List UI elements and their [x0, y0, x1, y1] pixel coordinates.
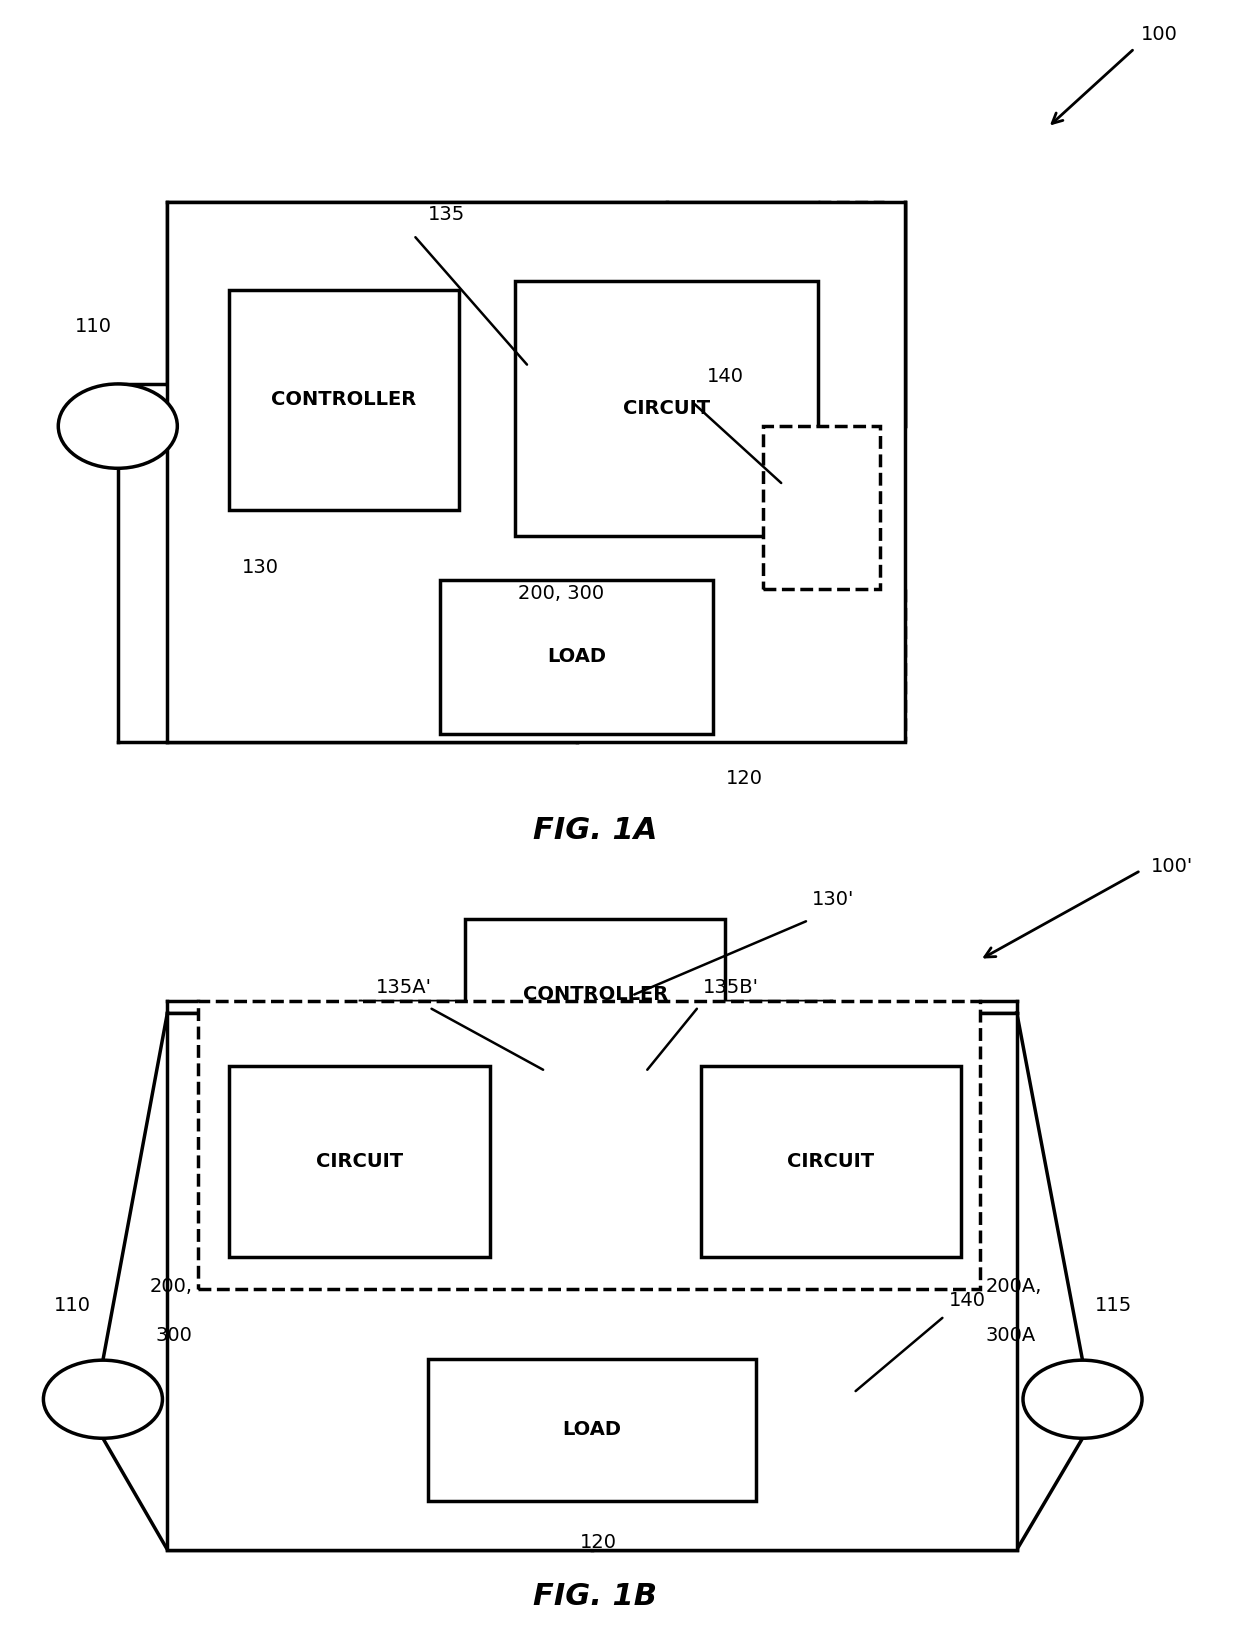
- Text: CONTROLLER: CONTROLLER: [522, 984, 668, 1004]
- Bar: [167, 202, 905, 742]
- Text: 130: 130: [242, 558, 279, 578]
- Text: LOAD: LOAD: [547, 648, 606, 665]
- Text: 110: 110: [53, 1297, 91, 1315]
- Bar: [167, 1012, 1017, 1549]
- Text: 140: 140: [949, 1290, 986, 1310]
- Text: FIG. 1B: FIG. 1B: [533, 1581, 657, 1611]
- Text: 200,: 200,: [149, 1277, 192, 1297]
- Text: FIG. 1A: FIG. 1A: [533, 815, 657, 844]
- Text: 130': 130': [812, 890, 854, 909]
- Text: LOAD: LOAD: [563, 1420, 621, 1440]
- Text: CIRCUIT: CIRCUIT: [787, 1152, 874, 1171]
- Text: 120: 120: [725, 770, 763, 787]
- Text: 135A': 135A': [376, 978, 432, 996]
- Text: 100: 100: [1141, 24, 1178, 44]
- Bar: [440, 579, 713, 734]
- Text: S: S: [110, 417, 125, 436]
- Bar: [763, 426, 880, 589]
- Text: S: S: [95, 1389, 110, 1409]
- Bar: [701, 1066, 961, 1256]
- Text: 300: 300: [155, 1326, 192, 1346]
- Text: 135B': 135B': [703, 978, 759, 996]
- Text: 100': 100': [1151, 857, 1193, 875]
- Bar: [515, 281, 818, 535]
- Text: 120: 120: [579, 1533, 616, 1552]
- Text: 115: 115: [1095, 1297, 1132, 1315]
- Text: 135: 135: [428, 205, 465, 225]
- Text: CONTROLLER: CONTROLLER: [272, 390, 417, 410]
- Bar: [428, 1359, 756, 1500]
- Text: 200A,: 200A,: [986, 1277, 1042, 1297]
- Circle shape: [1023, 1360, 1142, 1438]
- Text: CIRCUIT: CIRCUIT: [316, 1152, 403, 1171]
- Circle shape: [58, 384, 177, 469]
- Bar: [229, 290, 459, 509]
- Bar: [229, 1066, 490, 1256]
- Text: 200, 300: 200, 300: [517, 584, 604, 604]
- Text: CIRCUIT: CIRCUIT: [622, 399, 711, 418]
- Bar: [198, 1001, 980, 1289]
- Text: 300A: 300A: [986, 1326, 1037, 1346]
- Text: 140: 140: [707, 368, 744, 386]
- Circle shape: [43, 1360, 162, 1438]
- Bar: [465, 919, 725, 1071]
- Text: S: S: [1075, 1389, 1090, 1409]
- Text: 110: 110: [74, 317, 112, 335]
